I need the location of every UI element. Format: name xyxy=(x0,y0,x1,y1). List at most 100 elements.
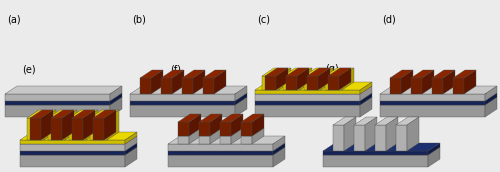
Polygon shape xyxy=(107,110,119,140)
Polygon shape xyxy=(380,105,485,117)
Polygon shape xyxy=(411,70,434,78)
Polygon shape xyxy=(360,82,372,94)
Polygon shape xyxy=(396,125,407,151)
Polygon shape xyxy=(273,136,285,151)
Polygon shape xyxy=(210,114,222,136)
Polygon shape xyxy=(328,76,339,90)
Polygon shape xyxy=(220,128,243,136)
Polygon shape xyxy=(485,86,497,101)
Polygon shape xyxy=(333,125,344,151)
Polygon shape xyxy=(428,143,440,155)
Polygon shape xyxy=(199,136,210,144)
Polygon shape xyxy=(360,93,372,105)
Polygon shape xyxy=(20,140,125,144)
Polygon shape xyxy=(485,97,497,117)
Polygon shape xyxy=(5,94,110,101)
Polygon shape xyxy=(265,68,288,76)
Polygon shape xyxy=(255,105,360,117)
Polygon shape xyxy=(41,110,53,140)
Polygon shape xyxy=(5,97,122,105)
Polygon shape xyxy=(172,70,184,94)
Polygon shape xyxy=(485,93,497,105)
Polygon shape xyxy=(318,68,330,90)
Polygon shape xyxy=(189,114,201,136)
Polygon shape xyxy=(443,70,455,94)
Polygon shape xyxy=(286,68,309,76)
Polygon shape xyxy=(307,76,318,90)
Polygon shape xyxy=(130,97,247,105)
Polygon shape xyxy=(390,78,401,94)
Polygon shape xyxy=(375,117,398,125)
Polygon shape xyxy=(411,78,422,94)
Polygon shape xyxy=(110,97,122,117)
Polygon shape xyxy=(273,147,285,167)
Polygon shape xyxy=(189,128,201,144)
Polygon shape xyxy=(20,147,137,155)
Polygon shape xyxy=(380,93,497,101)
Polygon shape xyxy=(231,114,243,136)
Polygon shape xyxy=(48,110,77,118)
Polygon shape xyxy=(255,82,372,90)
Text: (a): (a) xyxy=(7,14,20,24)
Text: (g): (g) xyxy=(325,64,339,74)
Polygon shape xyxy=(151,70,163,94)
Polygon shape xyxy=(210,128,222,144)
Text: (f): (f) xyxy=(170,64,181,74)
Polygon shape xyxy=(20,132,137,140)
Polygon shape xyxy=(262,76,279,90)
Polygon shape xyxy=(182,78,193,94)
Polygon shape xyxy=(20,144,125,151)
Polygon shape xyxy=(300,68,312,90)
Polygon shape xyxy=(130,101,235,105)
Polygon shape xyxy=(27,118,44,140)
Polygon shape xyxy=(161,78,172,94)
Polygon shape xyxy=(5,93,122,101)
Polygon shape xyxy=(360,97,372,117)
Polygon shape xyxy=(5,101,110,105)
Polygon shape xyxy=(304,68,333,76)
Polygon shape xyxy=(168,155,273,167)
Polygon shape xyxy=(125,143,137,155)
Polygon shape xyxy=(168,147,285,155)
Polygon shape xyxy=(220,136,231,144)
Polygon shape xyxy=(20,151,125,155)
Polygon shape xyxy=(72,110,95,118)
Polygon shape xyxy=(168,151,273,155)
Polygon shape xyxy=(178,128,201,136)
Polygon shape xyxy=(279,68,291,90)
Polygon shape xyxy=(360,86,372,101)
Polygon shape xyxy=(255,86,372,94)
Polygon shape xyxy=(321,68,333,90)
Polygon shape xyxy=(407,117,419,151)
Polygon shape xyxy=(125,132,137,144)
Polygon shape xyxy=(339,68,351,90)
Polygon shape xyxy=(333,117,356,125)
Polygon shape xyxy=(235,97,247,117)
Polygon shape xyxy=(255,94,360,101)
Text: (d): (d) xyxy=(382,14,396,24)
Polygon shape xyxy=(297,68,309,90)
Polygon shape xyxy=(30,118,41,140)
Polygon shape xyxy=(432,78,443,94)
Polygon shape xyxy=(65,110,77,140)
Polygon shape xyxy=(422,70,434,94)
Polygon shape xyxy=(130,105,235,117)
Polygon shape xyxy=(161,70,184,78)
Polygon shape xyxy=(178,114,201,122)
Polygon shape xyxy=(178,122,189,136)
Polygon shape xyxy=(255,97,372,105)
Polygon shape xyxy=(90,118,107,140)
Polygon shape xyxy=(380,101,485,105)
Polygon shape xyxy=(168,136,285,144)
Polygon shape xyxy=(235,93,247,105)
Polygon shape xyxy=(130,93,247,101)
Polygon shape xyxy=(199,122,210,136)
Polygon shape xyxy=(323,155,428,167)
Polygon shape xyxy=(5,105,110,117)
Polygon shape xyxy=(125,136,137,151)
Polygon shape xyxy=(262,68,291,76)
Polygon shape xyxy=(252,128,264,144)
Polygon shape xyxy=(241,136,252,144)
Polygon shape xyxy=(125,147,137,167)
Polygon shape xyxy=(44,110,56,140)
